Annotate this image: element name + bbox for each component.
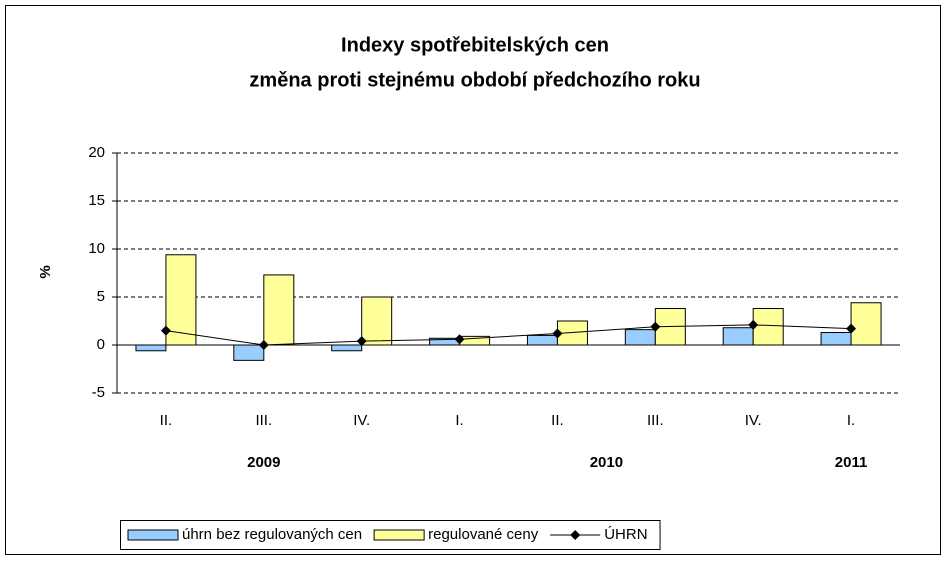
x-tick-label: III. (647, 412, 664, 429)
bar (165, 254, 197, 346)
line-marker (258, 340, 269, 350)
bar (526, 334, 558, 346)
y-tick-label: 0 (97, 336, 105, 353)
x-tick-label: IV. (745, 412, 762, 429)
bar (624, 329, 656, 346)
x-tick-label: II. (551, 412, 564, 429)
bar (263, 274, 295, 346)
legend-label: regulované ceny (428, 526, 539, 543)
bar (722, 327, 754, 346)
bar (850, 302, 882, 346)
x-group-label: 2011 (835, 454, 868, 471)
y-tick-label: -5 (92, 384, 105, 401)
legend-label: ÚHRN (604, 526, 647, 543)
line-marker (552, 328, 563, 339)
chart-frame (5, 5, 941, 555)
x-group-label: 2010 (590, 454, 623, 471)
legend-label: úhrn bez regulovaných cen (182, 526, 362, 543)
bar (331, 344, 363, 352)
line-marker (846, 323, 857, 334)
bar (752, 308, 784, 346)
x-group-label: 2009 (247, 454, 280, 471)
line-marker (160, 325, 171, 336)
y-tick-label: 10 (88, 240, 105, 257)
line-marker (748, 319, 759, 330)
x-tick-label: I. (847, 412, 855, 429)
bar (820, 332, 852, 346)
y-tick-label: 20 (88, 144, 105, 161)
y-tick-label: 15 (88, 192, 105, 209)
bar (135, 344, 167, 352)
line-series (165, 324, 852, 346)
chart-title: Indexy spotřebitelských cen (341, 34, 609, 56)
x-tick-label: I. (455, 412, 463, 429)
chart-subtitle: změna proti stejnému období předchozího … (249, 69, 700, 91)
legend-swatch (127, 529, 179, 541)
y-tick-label: 5 (97, 288, 105, 305)
line-marker (454, 334, 465, 345)
bar (361, 296, 393, 346)
x-tick-label: IV. (353, 412, 370, 429)
line-marker (650, 321, 661, 332)
bar (233, 344, 265, 361)
line-marker (356, 336, 367, 347)
y-axis-label: % (37, 265, 54, 278)
legend-swatch (373, 529, 425, 541)
x-tick-label: II. (160, 412, 173, 429)
legend-marker (570, 530, 581, 540)
x-tick-label: III. (255, 412, 272, 429)
